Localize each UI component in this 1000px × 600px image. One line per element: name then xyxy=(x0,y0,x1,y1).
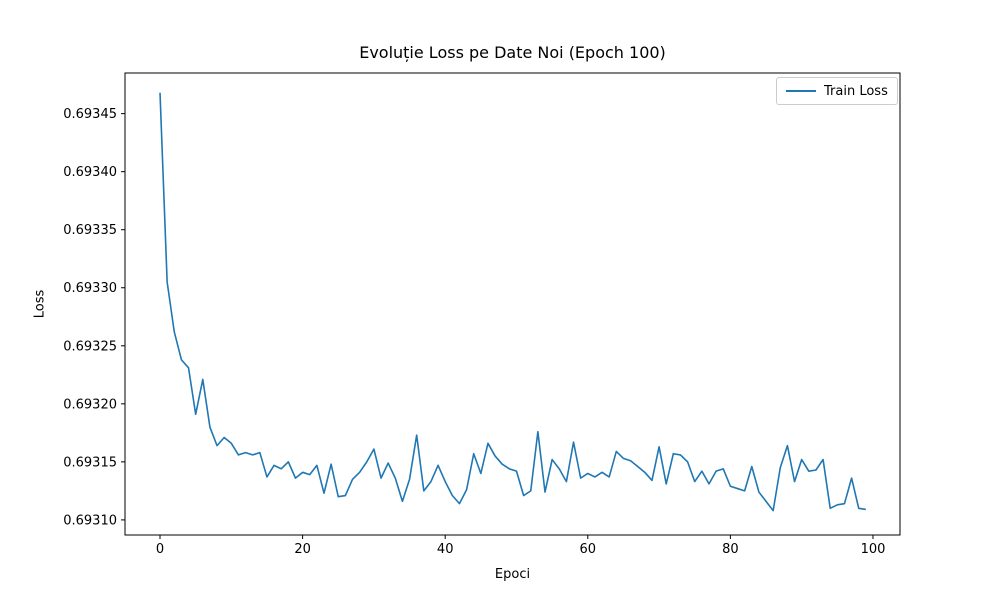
x-axis-label: Epoci xyxy=(494,567,531,582)
x-tick-label: 60 xyxy=(580,542,597,557)
y-tick-label: 0.69320 xyxy=(63,397,117,412)
y-tick-label: 0.69340 xyxy=(63,165,117,180)
y-axis-label: Loss xyxy=(32,289,48,319)
y-tick-label: 0.69325 xyxy=(63,339,117,354)
x-tick-label: 80 xyxy=(722,542,739,557)
y-tick-label: 0.69330 xyxy=(63,281,117,296)
y-tick-label: 0.69335 xyxy=(63,223,117,238)
train-loss-line xyxy=(159,92,866,512)
x-tick-label: 20 xyxy=(294,542,311,557)
y-tick-label: 0.69315 xyxy=(63,455,117,470)
legend-label: Train Loss xyxy=(824,83,888,99)
y-tick-label: 0.69310 xyxy=(63,513,117,528)
x-tick-label: 100 xyxy=(861,542,886,557)
legend: Train Loss xyxy=(776,77,898,105)
legend-line-swatch-icon xyxy=(786,90,816,92)
chart-title: Evoluție Loss pe Date Noi (Epoch 100) xyxy=(359,43,666,62)
y-tick-label: 0.69345 xyxy=(63,107,117,122)
plot-area xyxy=(124,72,901,536)
x-tick-label: 40 xyxy=(437,542,454,557)
x-tick-label: 0 xyxy=(156,542,164,557)
